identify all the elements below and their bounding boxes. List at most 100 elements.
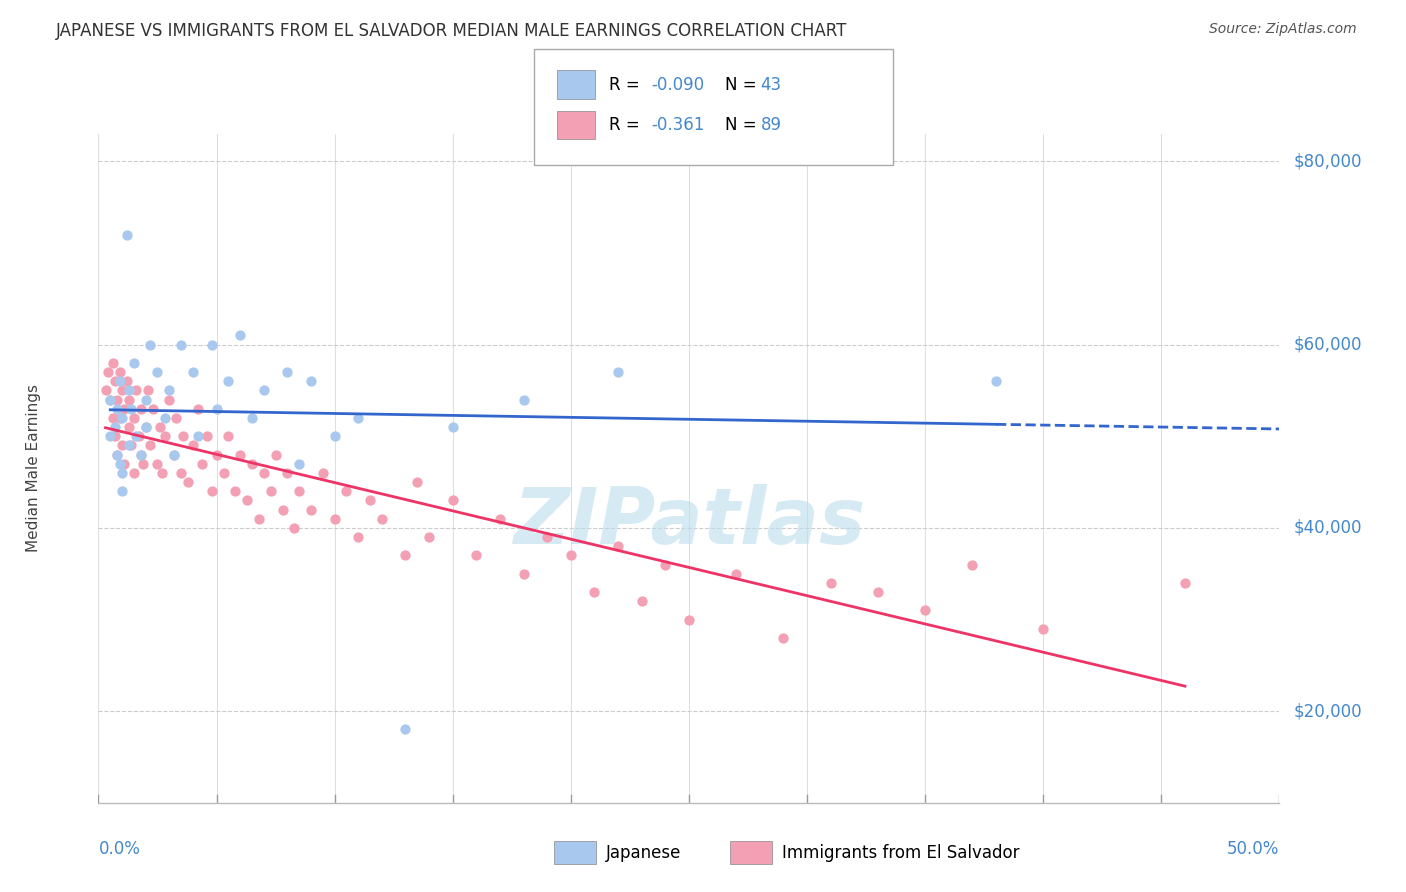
Point (97, 365, 120, 379)
Text: Median Male Earnings: Median Male Earnings (25, 384, 41, 552)
Point (205, 401, 228, 416)
Point (607, 365, 630, 379)
Text: 0.0%: 0.0% (98, 839, 141, 857)
Point (139, 337, 162, 351)
Point (108, 374, 131, 388)
Point (187, 401, 209, 416)
Point (163, 448, 186, 462)
Point (247, 512, 270, 526)
Point (489, 512, 512, 526)
Point (135, 420, 157, 434)
Point (1174, 575, 1197, 590)
Point (187, 429, 209, 443)
Point (118, 420, 141, 434)
Point (115, 374, 138, 388)
Point (217, 429, 239, 443)
Point (153, 429, 176, 443)
Point (135, 420, 157, 434)
Point (240, 457, 263, 471)
Text: -0.361: -0.361 (651, 116, 704, 134)
Point (153, 410, 176, 425)
Point (224, 484, 246, 499)
Point (347, 530, 370, 544)
Point (172, 429, 194, 443)
Point (112, 457, 135, 471)
Point (111, 438, 134, 452)
Point (335, 484, 357, 499)
Point (150, 466, 173, 480)
Point (104, 420, 127, 434)
Point (165, 410, 187, 425)
Point (1032, 622, 1054, 636)
Point (118, 392, 141, 407)
Point (108, 457, 131, 471)
Point (181, 438, 204, 452)
Point (98, 392, 121, 407)
Point (260, 484, 283, 499)
Text: N =: N = (725, 116, 762, 134)
Point (212, 466, 235, 480)
Point (94, 384, 117, 398)
Point (984, 374, 1007, 388)
Point (118, 384, 141, 398)
Point (312, 466, 335, 480)
Point (512, 566, 534, 581)
Point (105, 392, 128, 407)
Point (128, 429, 150, 443)
Point (112, 401, 135, 416)
Point (105, 401, 128, 416)
Point (157, 392, 180, 407)
Point (229, 328, 252, 343)
Point (441, 493, 464, 508)
Point (108, 365, 131, 379)
Point (418, 530, 440, 544)
Point (105, 448, 128, 462)
Point (299, 374, 322, 388)
Point (170, 337, 193, 351)
Point (111, 410, 134, 425)
Point (271, 502, 294, 516)
Point (136, 384, 159, 398)
Point (98, 429, 121, 443)
Point (201, 484, 224, 499)
Point (122, 356, 145, 370)
Point (101, 410, 124, 425)
Text: $40,000: $40,000 (1294, 519, 1362, 537)
Text: $20,000: $20,000 (1294, 702, 1362, 720)
Point (276, 365, 298, 379)
Point (283, 521, 305, 535)
Point (125, 384, 148, 398)
Point (111, 484, 134, 499)
Point (962, 558, 984, 572)
Point (125, 429, 148, 443)
Point (104, 374, 127, 388)
Text: $80,000: $80,000 (1294, 153, 1362, 170)
Point (347, 410, 370, 425)
Point (101, 356, 124, 370)
Point (98, 392, 121, 407)
Text: R =: R = (609, 116, 645, 134)
Point (146, 365, 169, 379)
Point (323, 429, 346, 443)
Point (288, 484, 311, 499)
Point (129, 401, 152, 416)
Point (394, 549, 416, 563)
Point (359, 493, 381, 508)
Text: R =: R = (609, 76, 645, 94)
Point (181, 365, 204, 379)
Text: 89: 89 (761, 116, 782, 134)
Text: 43: 43 (761, 76, 782, 94)
Point (914, 603, 936, 617)
Point (678, 613, 700, 627)
Point (406, 475, 429, 489)
Text: N =: N = (725, 76, 762, 94)
Point (240, 410, 263, 425)
Point (607, 539, 630, 553)
Point (217, 374, 239, 388)
Point (441, 420, 464, 434)
Point (135, 392, 157, 407)
Point (772, 631, 794, 645)
Point (630, 594, 652, 608)
Point (725, 566, 748, 581)
Point (583, 585, 606, 599)
